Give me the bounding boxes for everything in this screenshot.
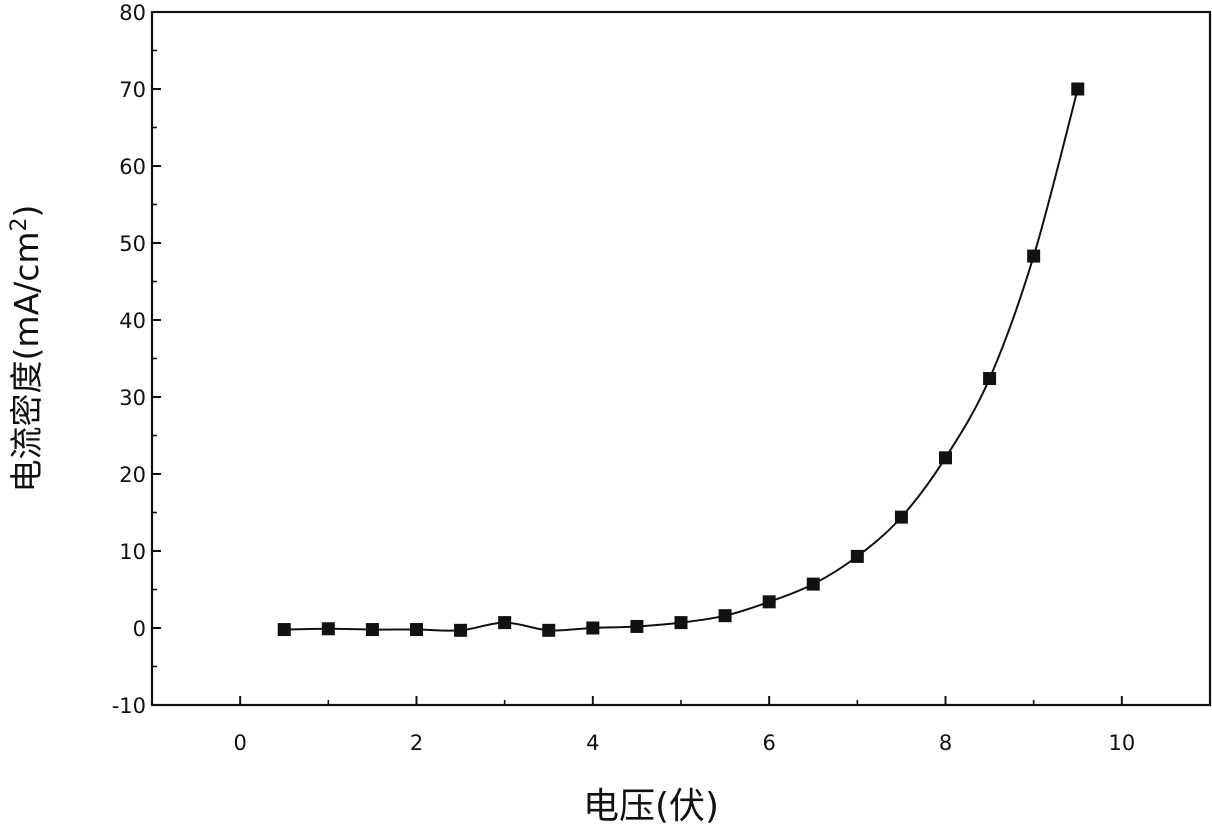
- data-point: [718, 609, 732, 623]
- data-point: [454, 623, 468, 637]
- data-point: [277, 623, 291, 637]
- data-point: [1071, 82, 1085, 96]
- y-axis-title-main: 电流密度(mA/cm: [7, 231, 46, 492]
- data-point: [894, 510, 908, 524]
- y-tick-label: -10: [112, 694, 146, 718]
- y-tick-label: 60: [119, 155, 146, 179]
- series-line: [284, 88, 1079, 632]
- data-point: [542, 623, 556, 637]
- y-tick-label: 50: [119, 232, 146, 256]
- y-axis-title-end: ): [7, 205, 46, 218]
- y-axis: -10 0 10 20 30 40 50 60 70 80: [112, 1, 161, 718]
- y-tick-label: 40: [119, 309, 146, 333]
- y-axis-title: 电流密度(mA/cm2): [7, 205, 47, 493]
- y-tick-label: 80: [119, 1, 146, 25]
- axis-titles: 电压(伏) 电流密度(mA/cm2): [7, 205, 720, 827]
- data-point: [983, 372, 997, 386]
- y-tick-label: 30: [119, 386, 146, 410]
- x-tick-label: 8: [939, 731, 952, 755]
- data-point: [939, 451, 952, 465]
- x-axis: 0 2 4 6 8 10: [151, 696, 1211, 755]
- data-point: [806, 577, 820, 591]
- data-point: [365, 623, 379, 637]
- y-tick-label: 0: [133, 617, 146, 641]
- plot-frame: [150, 10, 1212, 707]
- data-point: [850, 549, 864, 563]
- x-tick-label: 4: [586, 731, 599, 755]
- series: [277, 82, 1085, 637]
- data-point: [1027, 249, 1041, 263]
- y-tick-label: 10: [119, 540, 146, 564]
- x-tick-label: 6: [762, 731, 775, 755]
- x-axis-title: 电压(伏): [583, 786, 719, 827]
- data-point: [498, 616, 512, 630]
- x-tick-label: 2: [410, 731, 423, 755]
- y-axis-title-superscript: 2: [7, 217, 32, 231]
- y-tick-label: 70: [119, 78, 146, 102]
- data-point: [410, 623, 423, 637]
- x-tick-label: 10: [1108, 731, 1135, 755]
- data-point: [630, 619, 644, 633]
- data-point: [762, 595, 776, 609]
- y-tick-label: 20: [119, 463, 146, 487]
- x-tick-label: 0: [233, 731, 246, 755]
- data-point: [321, 622, 335, 636]
- data-point: [674, 616, 688, 630]
- data-point: [586, 621, 600, 635]
- plot-border: [150, 10, 1212, 707]
